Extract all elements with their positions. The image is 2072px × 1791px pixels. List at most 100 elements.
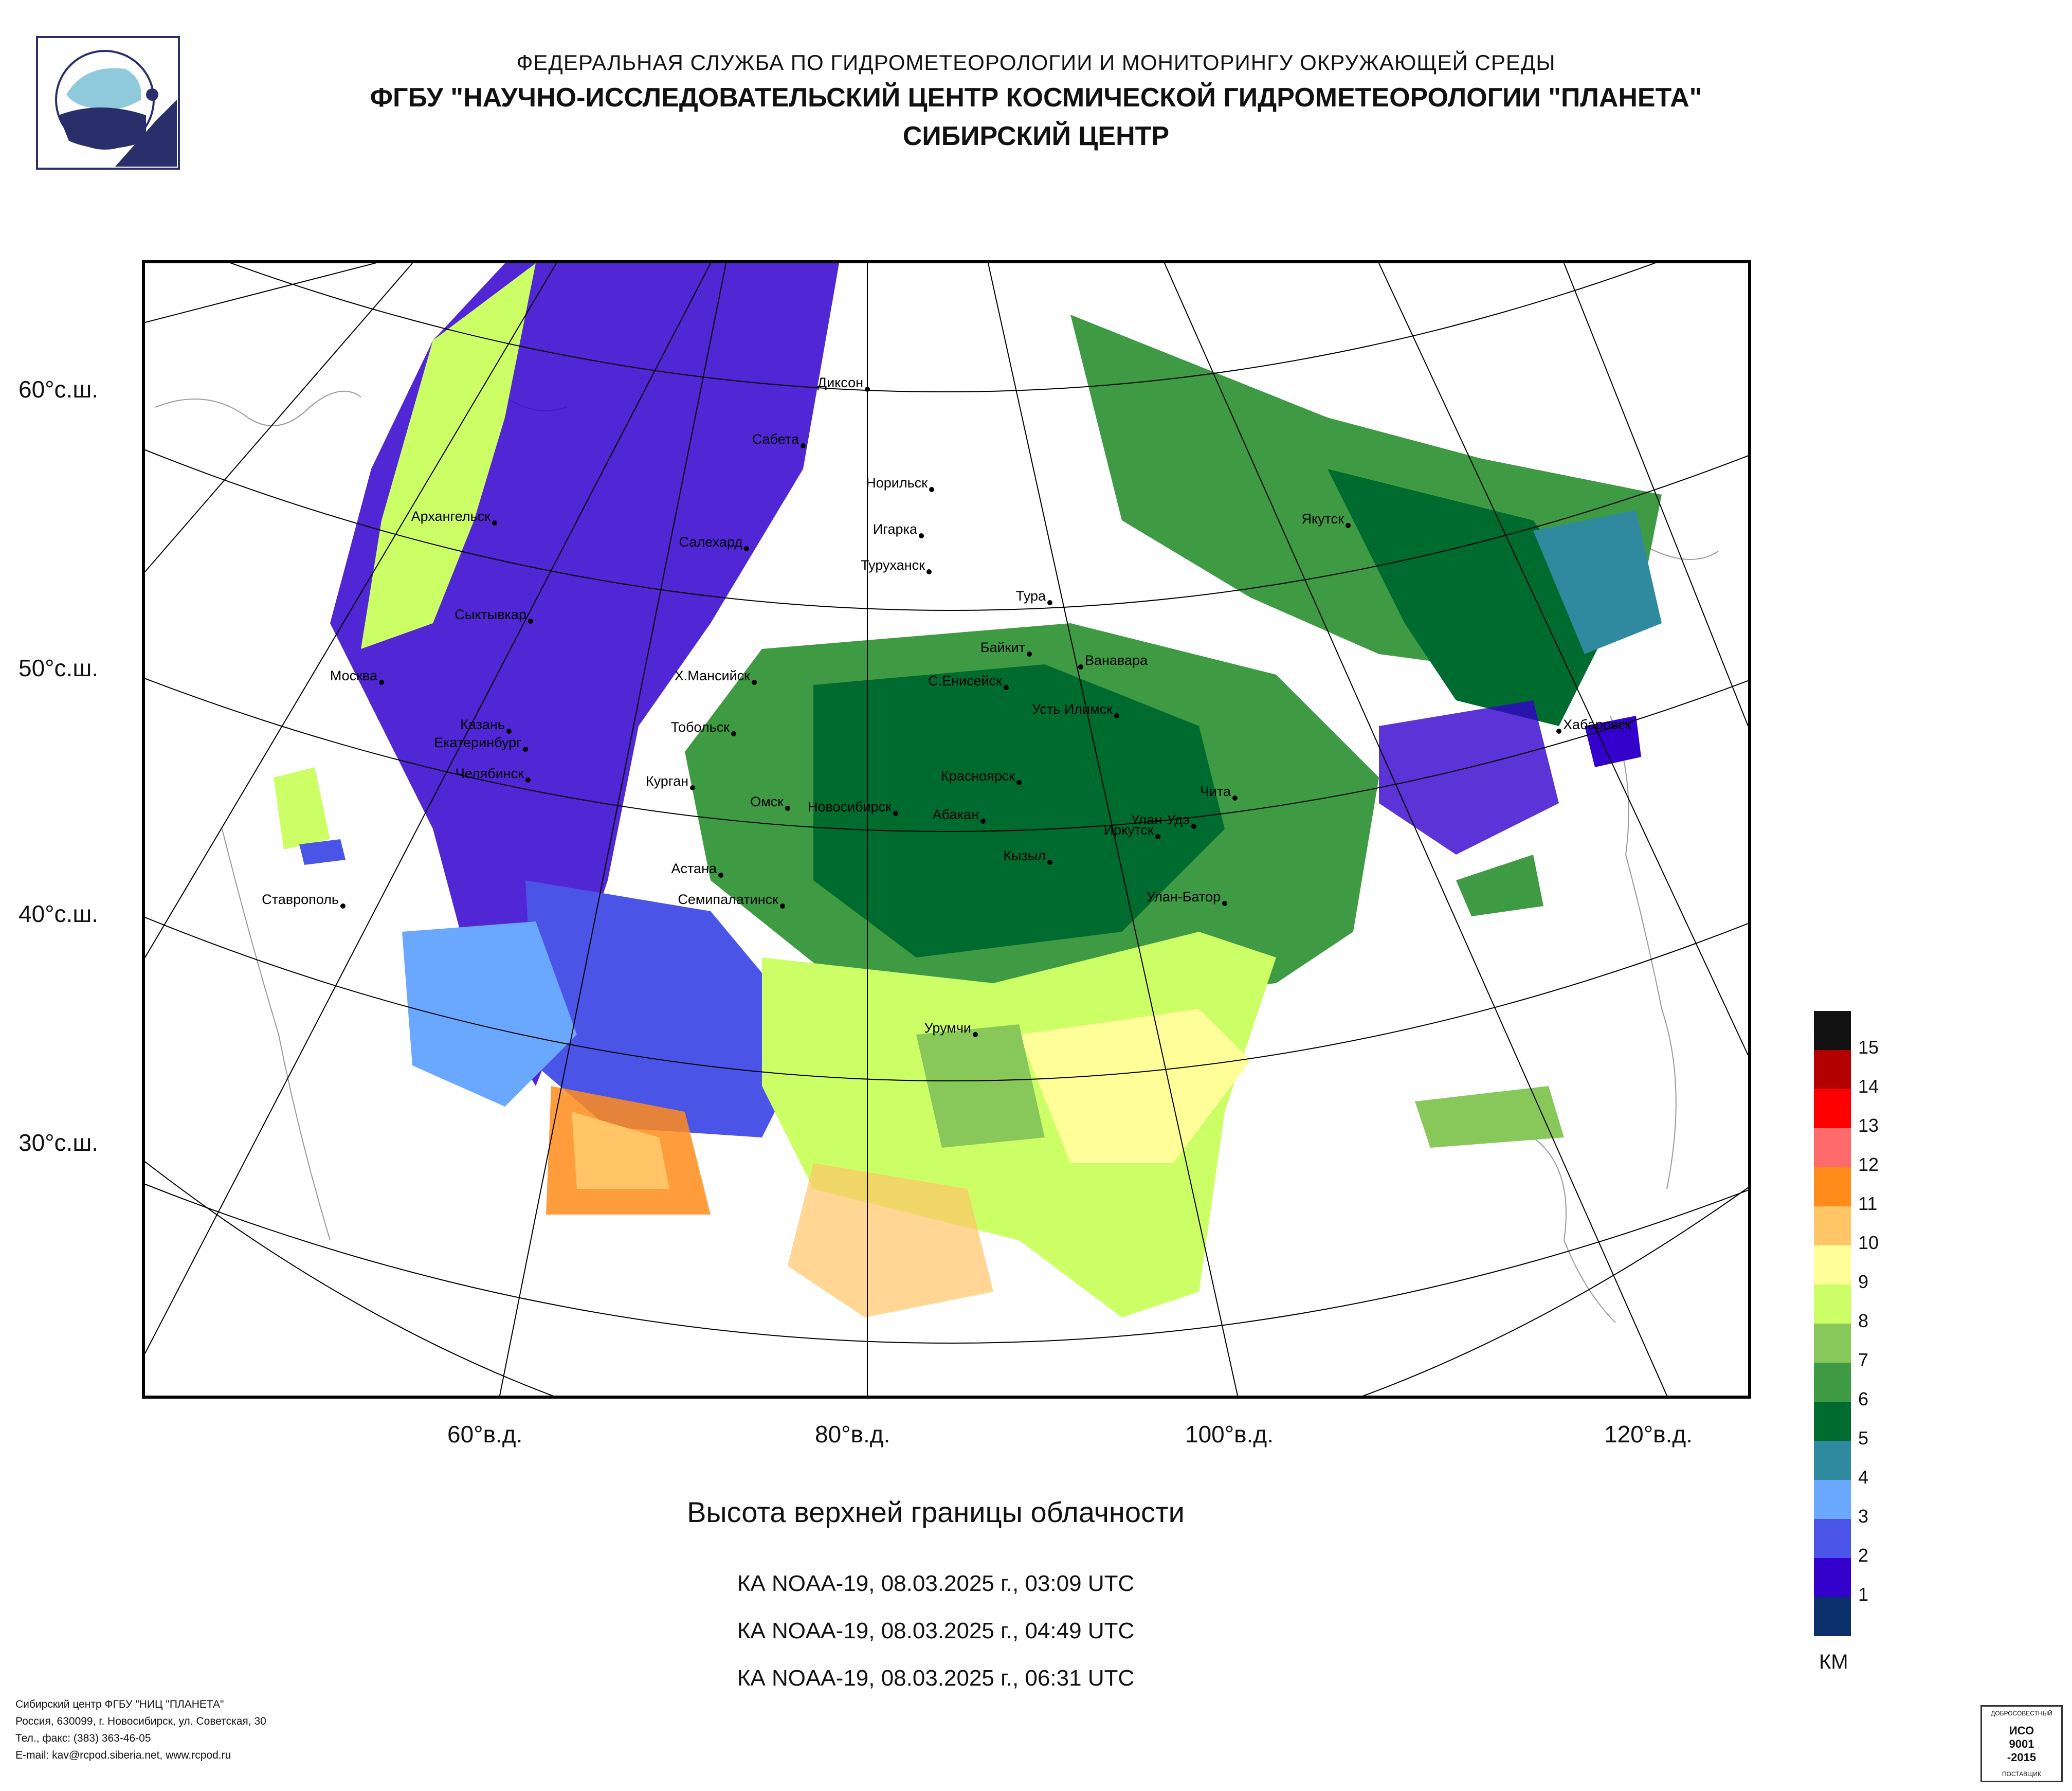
- city-dot: [523, 747, 528, 752]
- city-label: Норильск: [866, 475, 928, 491]
- legend-swatch: [1814, 1285, 1851, 1324]
- lat-label-30: 30°с.ш.: [19, 1129, 99, 1156]
- legend-swatch: [1814, 1324, 1851, 1363]
- pass-1: КА NOAA-19, 08.03.2025 г., 03:09 UTC: [737, 1571, 1135, 1596]
- city-dot: [1222, 901, 1227, 906]
- city-dot: [690, 785, 695, 790]
- city-dot: [731, 731, 736, 736]
- lat-label-60: 60°с.ш.: [19, 376, 99, 403]
- city-label: Екатеринбург: [434, 735, 521, 750]
- legend-label: 3: [1858, 1506, 1869, 1527]
- legend-swatch: [1814, 1558, 1851, 1597]
- footer-org: Сибирский центр ФГБУ "НИЦ "ПЛАНЕТА": [15, 1698, 224, 1710]
- legend-label: 11: [1858, 1193, 1878, 1214]
- city-dot: [1155, 834, 1160, 839]
- city-dot: [1004, 685, 1009, 690]
- iso-badge-main: ИСО 9001 -2015: [2007, 1724, 2037, 1764]
- city-label: Усть Илимск: [1032, 701, 1113, 717]
- city-dot: [528, 619, 533, 624]
- city-label: Сыктывкар: [455, 607, 526, 622]
- city-dot: [973, 1032, 978, 1037]
- legend-label: 13: [1858, 1115, 1879, 1136]
- city-label: Москва: [330, 668, 378, 683]
- city-dot: [1114, 713, 1119, 718]
- cloud-top-height-map: Диксон Сабета Норильск Игарка Салехард Туруха…: [142, 260, 1751, 1399]
- height-legend: 15 14 13 12 11 10 9 8 7 6 5 4 3 2 1: [1814, 1011, 1879, 1636]
- legend-label: 12: [1858, 1154, 1879, 1175]
- lat-label-40: 40°с.ш.: [19, 900, 99, 927]
- lon-label-120: 120°в.д.: [1604, 1421, 1693, 1448]
- city-dot: [1027, 652, 1032, 657]
- city-dot: [1047, 860, 1052, 865]
- legend-swatch: [1814, 1363, 1851, 1402]
- city-dot: [1078, 664, 1083, 670]
- lon-label-80: 80°в.д.: [815, 1421, 890, 1448]
- lon-label-60: 60°в.д.: [447, 1421, 523, 1448]
- legend-label: 1: [1858, 1584, 1869, 1605]
- city-dot: [752, 680, 757, 685]
- graticule: [145, 263, 1748, 1396]
- city-dot: [525, 777, 531, 783]
- legend-label: 9: [1858, 1271, 1869, 1292]
- pass-3: КА NOAA-19, 08.03.2025 г., 06:31 UTC: [737, 1666, 1135, 1691]
- legend-label: 10: [1858, 1232, 1879, 1253]
- legend-swatch: [1814, 1089, 1851, 1128]
- city-label: Ванавара: [1085, 653, 1148, 668]
- city-label: Салехард: [679, 534, 743, 550]
- legend-label: 15: [1858, 1037, 1879, 1058]
- city-dot: [1047, 600, 1052, 605]
- city-dot: [1556, 729, 1561, 734]
- legend-label: 7: [1858, 1349, 1869, 1370]
- legend-label: 4: [1858, 1467, 1869, 1488]
- legend-swatch: [1814, 1519, 1851, 1558]
- lat-label-50: 50°с.ш.: [19, 655, 99, 681]
- city-dot: [926, 569, 932, 574]
- city-dot: [744, 546, 749, 551]
- city-dot: [893, 811, 898, 816]
- city-label: Байкит: [980, 640, 1025, 655]
- city-label: Туруханск: [861, 557, 925, 573]
- city-label: Ставрополь: [262, 892, 339, 907]
- footer-phone: Тел., факс: (383) 363-46-05: [15, 1732, 151, 1744]
- legend-swatch: [1814, 1480, 1851, 1519]
- city-label: Новосибирск: [808, 799, 892, 815]
- legend-swatch: [1814, 1245, 1851, 1285]
- legend-swatch: [1814, 1128, 1851, 1167]
- city-label: Х.Мансийск: [675, 668, 750, 683]
- legend-label: 5: [1858, 1427, 1869, 1449]
- city-dot: [340, 903, 346, 909]
- footer-address: Россия, 630099, г. Новосибирск, ул. Сове…: [15, 1715, 266, 1727]
- city-dot: [506, 729, 512, 734]
- city-dot: [801, 443, 806, 448]
- lon-label-100: 100°в.д.: [1185, 1421, 1274, 1448]
- city-label: Урумчи: [924, 1020, 971, 1036]
- city-label: Якутск: [1302, 511, 1344, 527]
- footer-contacts: Сибирский центр ФГБУ "НИЦ "ПЛАНЕТА" Росс…: [15, 1696, 266, 1764]
- planeta-logo-icon: [36, 36, 180, 170]
- city-markers: Диксон Сабета Норильск Игарка Салехард Туруха…: [262, 375, 1631, 1037]
- city-label: Хабаровск: [1563, 717, 1631, 732]
- city-dot: [865, 387, 870, 392]
- city-label: Семипалатинск: [678, 892, 778, 907]
- city-dot: [785, 806, 790, 811]
- city-dot: [1346, 523, 1351, 528]
- city-dot: [492, 520, 497, 526]
- pass-2: КА NOAA-19, 08.03.2025 г., 04:49 UTC: [737, 1618, 1135, 1643]
- legend-swatch: [1814, 1206, 1851, 1245]
- city-label: Астана: [671, 861, 717, 876]
- legend-swatch: [1814, 1402, 1851, 1441]
- legend-swatch: [1814, 1441, 1851, 1480]
- city-label: Абакан: [933, 807, 979, 822]
- city-label: Красноярск: [941, 768, 1015, 784]
- city-dot: [718, 873, 723, 878]
- city-dot: [1016, 780, 1022, 785]
- city-label: Иркутск: [1104, 822, 1154, 838]
- city-label: С.Енисейск: [928, 673, 1002, 689]
- legend-swatch: [1814, 1167, 1851, 1206]
- iso-badge-top: ДОБРОСОВЕСТНЫЙ: [1991, 1710, 2052, 1717]
- iso-badge-bottom: ПОСТАВЩИК: [2002, 1770, 2042, 1778]
- legend-label: 6: [1858, 1388, 1869, 1409]
- legend-label: 2: [1858, 1545, 1869, 1566]
- city-label: Улан-Батор: [1147, 889, 1221, 904]
- legend-swatch: [1814, 1050, 1851, 1089]
